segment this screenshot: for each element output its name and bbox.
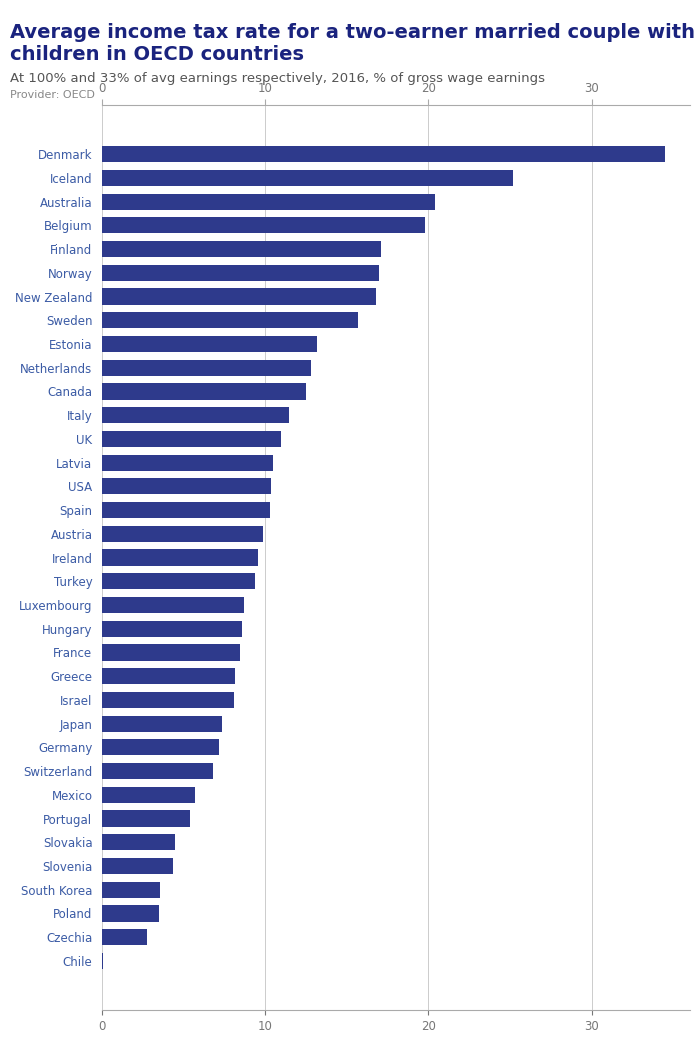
Text: At 100% and 33% of avg earnings respectively, 2016, % of gross wage earnings: At 100% and 33% of avg earnings respecti… [10,72,545,85]
Bar [102,360,311,376]
Bar [102,811,190,826]
Bar [102,455,273,470]
Bar [102,952,103,969]
Bar [102,242,381,257]
Text: children in OECD countries: children in OECD countries [10,45,304,64]
Bar [102,430,281,447]
Bar [102,170,513,186]
Text: Average income tax rate for a two-earner married couple with two: Average income tax rate for a two-earner… [10,23,700,42]
Bar [102,383,306,400]
Bar [102,289,376,304]
Bar [102,526,263,542]
Bar [102,621,242,636]
Bar [102,668,235,685]
Bar [102,502,270,518]
Bar [102,549,258,566]
Bar [102,834,175,851]
Bar [102,786,195,803]
Bar [102,715,223,732]
Bar [102,929,147,945]
Bar [102,858,174,874]
Bar [102,479,272,495]
Bar [102,573,255,589]
Bar [102,312,358,329]
Text: figure.nz: figure.nz [567,13,654,32]
Bar [102,193,435,210]
Bar [102,217,425,233]
Bar [102,739,219,755]
Bar [102,407,289,423]
Bar [102,692,234,708]
Bar [102,265,379,281]
Bar [102,645,240,660]
Text: Provider: OECD: Provider: OECD [10,90,95,101]
Bar [102,905,159,922]
Bar [102,597,244,613]
Bar [102,146,665,163]
Bar [102,882,160,898]
Bar [102,336,317,352]
Bar [102,763,213,779]
